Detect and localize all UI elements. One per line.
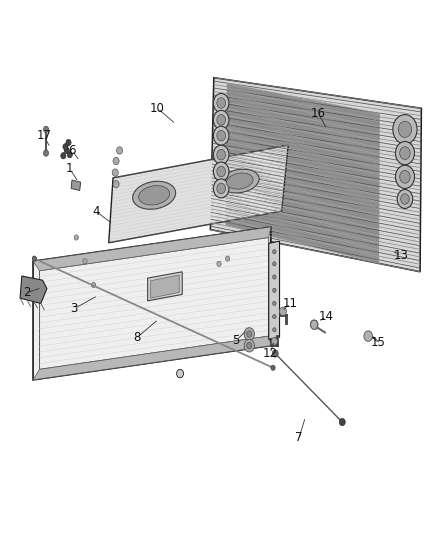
Circle shape [32, 256, 36, 261]
Circle shape [217, 149, 226, 160]
Polygon shape [71, 180, 81, 191]
Circle shape [43, 126, 49, 133]
Circle shape [393, 115, 417, 144]
Circle shape [64, 147, 69, 154]
Polygon shape [210, 78, 421, 272]
Circle shape [272, 288, 276, 292]
Polygon shape [109, 145, 288, 243]
Circle shape [400, 171, 410, 183]
Circle shape [396, 141, 414, 165]
Polygon shape [148, 272, 182, 301]
Text: 4: 4 [92, 205, 99, 217]
Circle shape [271, 338, 277, 345]
Circle shape [244, 340, 254, 352]
Text: 1: 1 [66, 163, 74, 175]
Circle shape [244, 328, 254, 341]
Circle shape [113, 181, 119, 188]
Circle shape [226, 256, 230, 261]
Circle shape [213, 126, 229, 145]
Circle shape [217, 131, 226, 141]
Circle shape [364, 331, 372, 342]
Circle shape [67, 151, 72, 158]
Polygon shape [20, 276, 47, 303]
Circle shape [83, 259, 87, 264]
Circle shape [272, 249, 276, 254]
Text: 7: 7 [295, 431, 303, 445]
Circle shape [217, 166, 226, 177]
Circle shape [217, 98, 226, 108]
Circle shape [177, 369, 184, 378]
Text: 13: 13 [393, 249, 408, 262]
Circle shape [396, 165, 414, 189]
Circle shape [272, 328, 276, 332]
Ellipse shape [220, 169, 259, 193]
Circle shape [217, 261, 221, 266]
Text: 10: 10 [150, 102, 165, 115]
Circle shape [271, 365, 275, 370]
Circle shape [112, 169, 118, 176]
Text: 16: 16 [311, 107, 326, 120]
Circle shape [117, 147, 123, 154]
Circle shape [217, 115, 226, 125]
Circle shape [310, 320, 318, 329]
Text: 6: 6 [68, 144, 76, 157]
Circle shape [217, 183, 226, 193]
Circle shape [43, 150, 49, 156]
Circle shape [339, 418, 345, 426]
Circle shape [63, 143, 68, 150]
Text: 12: 12 [262, 347, 278, 360]
Circle shape [401, 194, 409, 204]
Text: 11: 11 [283, 297, 298, 310]
Ellipse shape [226, 173, 253, 189]
Circle shape [213, 162, 229, 181]
Text: 14: 14 [319, 310, 334, 323]
Circle shape [272, 314, 276, 319]
Circle shape [272, 301, 276, 305]
Circle shape [66, 140, 71, 146]
Circle shape [272, 350, 278, 357]
Circle shape [279, 307, 286, 316]
Circle shape [213, 179, 229, 198]
Text: 2: 2 [23, 286, 30, 300]
Circle shape [92, 282, 96, 288]
Text: 8: 8 [133, 331, 141, 344]
Ellipse shape [139, 185, 170, 205]
Circle shape [398, 121, 412, 138]
Polygon shape [226, 83, 380, 263]
Ellipse shape [133, 181, 176, 209]
Text: 5: 5 [233, 334, 240, 347]
Circle shape [61, 152, 66, 159]
Circle shape [397, 190, 413, 208]
Circle shape [213, 93, 229, 112]
Polygon shape [33, 336, 271, 380]
Circle shape [247, 342, 252, 349]
Polygon shape [33, 227, 271, 271]
Text: 17: 17 [36, 129, 51, 142]
Circle shape [74, 235, 78, 240]
Polygon shape [151, 275, 179, 298]
Circle shape [400, 147, 410, 159]
Circle shape [247, 331, 252, 337]
Text: 3: 3 [71, 302, 78, 315]
Text: 15: 15 [371, 336, 385, 350]
Circle shape [213, 110, 229, 130]
Circle shape [272, 262, 276, 266]
Circle shape [272, 275, 276, 279]
Circle shape [213, 145, 229, 164]
Polygon shape [33, 227, 271, 380]
Circle shape [113, 157, 119, 165]
Polygon shape [269, 241, 279, 340]
